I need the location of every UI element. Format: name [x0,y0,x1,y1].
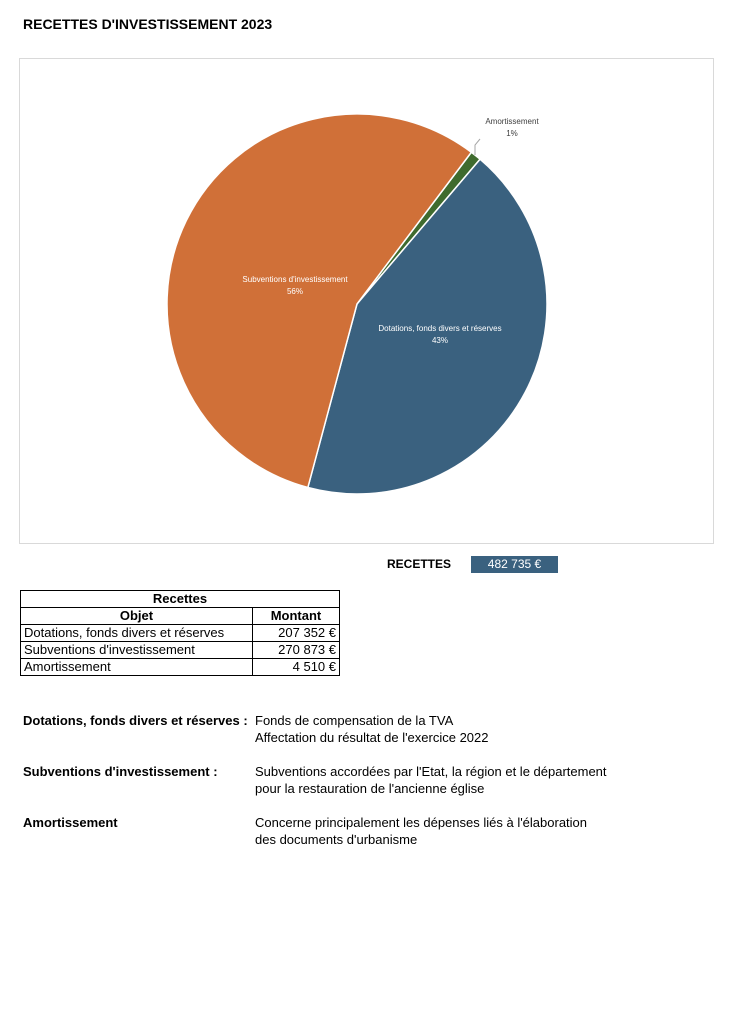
label-dotations: Dotations, fonds divers et réserves 43% [378,324,502,345]
table-row: Amortissement 4 510 € [20,658,340,676]
cell-montant: 207 352 € [252,624,340,642]
note-item: Subventions d'investissement : Subvention… [23,763,607,797]
pie-slice-2 [166,113,473,489]
note-key: Amortissement [23,815,118,830]
pie-slice-1 [306,158,548,495]
cell-objet: Amortissement [20,658,253,676]
table-row: Subventions d'investissement 270 873 € [20,641,340,659]
header-montant: Montant [252,607,340,625]
note-line: Concerne principalement les dépenses lié… [255,815,588,830]
note-line: Affectation du résultat de l'exercice 20… [255,730,489,745]
header-objet: Objet [20,607,253,625]
recettes-table: Recettes Objet Montant Dotations, fonds d… [20,590,340,676]
cell-objet: Dotations, fonds divers et réserves [20,624,253,642]
note-line: des documents d'urbanisme [255,832,418,847]
table-title: Recettes [20,590,340,608]
cell-montant: 4 510 € [252,658,340,676]
label-amortissement: Amortissement 1% [485,117,539,138]
note-key: Dotations, fonds divers et réserves : [23,713,248,728]
notes: Dotations, fonds divers et réserves : Fon… [23,712,607,865]
table-row: Dotations, fonds divers et réserves 207 3… [20,624,340,642]
note-item: Amortissement Concerne principalement les… [23,814,607,848]
note-item: Dotations, fonds divers et réserves : Fon… [23,712,607,746]
note-line: Subventions accordées par l'Etat, la rég… [255,764,607,779]
pie-chart: Amortissement 1% Dotations, fonds divers … [19,58,714,544]
total-label: RECETTES [387,557,452,571]
note-line: Fonds de compensation de la TVA [255,713,454,728]
note-key: Subventions d'investissement : [23,764,218,779]
page-title: RECETTES D'INVESTISSEMENT 2023 [23,16,273,32]
cell-montant: 270 873 € [252,641,340,659]
cell-objet: Subventions d'investissement [20,641,253,659]
label-subventions: Subventions d'investissement 56% [242,275,348,296]
pie-svg [166,113,548,495]
total-value: 482 735 € [471,556,558,573]
leader-line [474,138,481,155]
note-line: pour la restauration de l'ancienne églis… [255,781,485,796]
